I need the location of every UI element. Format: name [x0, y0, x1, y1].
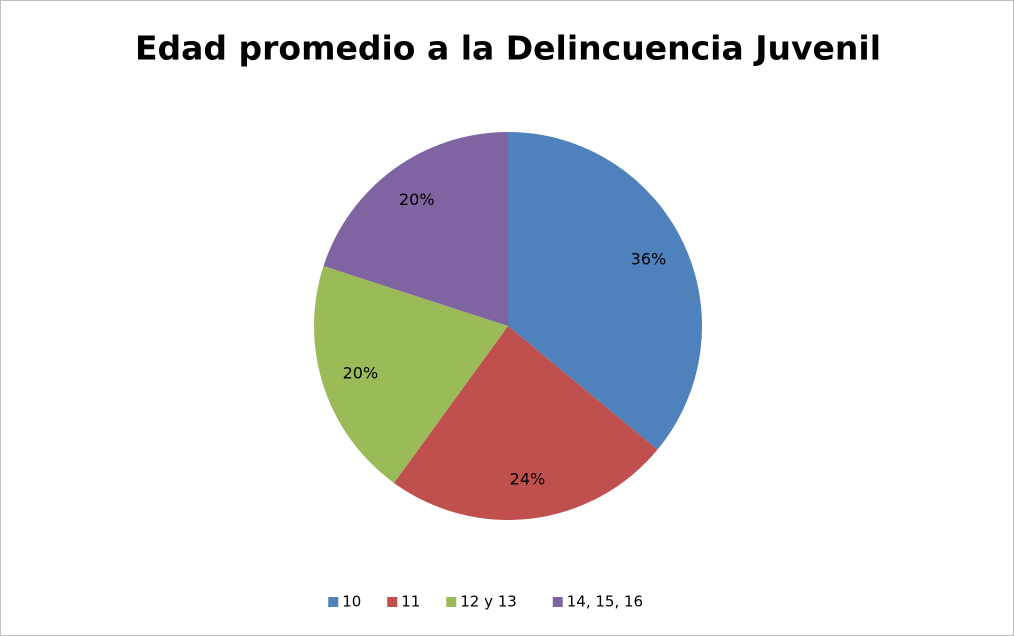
- legend-label: 14, 15, 16: [567, 593, 643, 611]
- pie-slice: [323, 132, 508, 326]
- legend-swatch: [446, 597, 457, 607]
- chart-title: Edad promedio a la Delincuencia Juvenil: [135, 29, 881, 68]
- legend-label: 11: [401, 593, 420, 611]
- legend-label: 10: [342, 593, 361, 611]
- data-label: 20%: [399, 190, 435, 209]
- legend-swatch: [552, 597, 563, 607]
- data-label: 24%: [510, 469, 546, 488]
- legend-swatch: [328, 597, 339, 607]
- pie-slice: [393, 326, 658, 520]
- data-label: 20%: [343, 363, 379, 382]
- legend-swatch: [387, 597, 398, 607]
- pie-slice: [508, 132, 702, 450]
- pie-slice: [313, 266, 508, 483]
- legend-label: 12 y 13: [460, 593, 517, 611]
- data-label: 36%: [631, 249, 667, 268]
